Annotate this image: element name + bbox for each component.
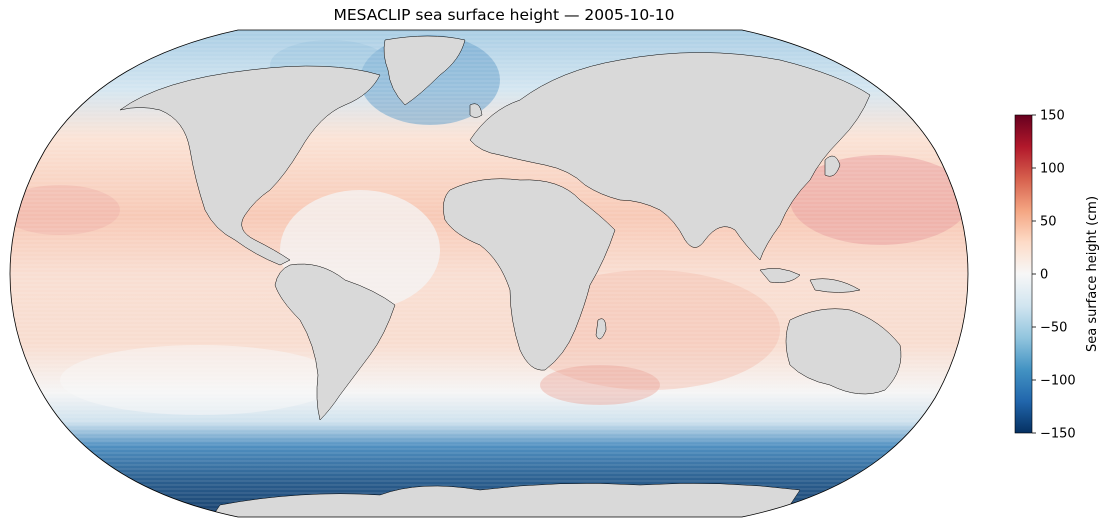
- colorbar-tick-label: −100: [1040, 374, 1076, 389]
- colorbar-tick-label: 50: [1040, 215, 1057, 230]
- colorbar-tick-label: 150: [1040, 109, 1065, 124]
- world-map: [9, 29, 969, 518]
- colorbar-scale: [1014, 114, 1033, 434]
- ocean-field: [10, 30, 968, 517]
- colorbar-tick-label: 100: [1040, 162, 1065, 177]
- map-title: MESACLIP sea surface height — 2005-10-10: [333, 6, 675, 24]
- colorbar-tick-label: −150: [1040, 427, 1076, 442]
- colorbar-label: Sea surface height (cm): [1085, 196, 1100, 352]
- land: [119, 35, 902, 517]
- globe-outline: [9, 29, 969, 518]
- colorbar-tick-label: −50: [1040, 321, 1067, 336]
- colorbar-tick-label: 0: [1040, 268, 1048, 283]
